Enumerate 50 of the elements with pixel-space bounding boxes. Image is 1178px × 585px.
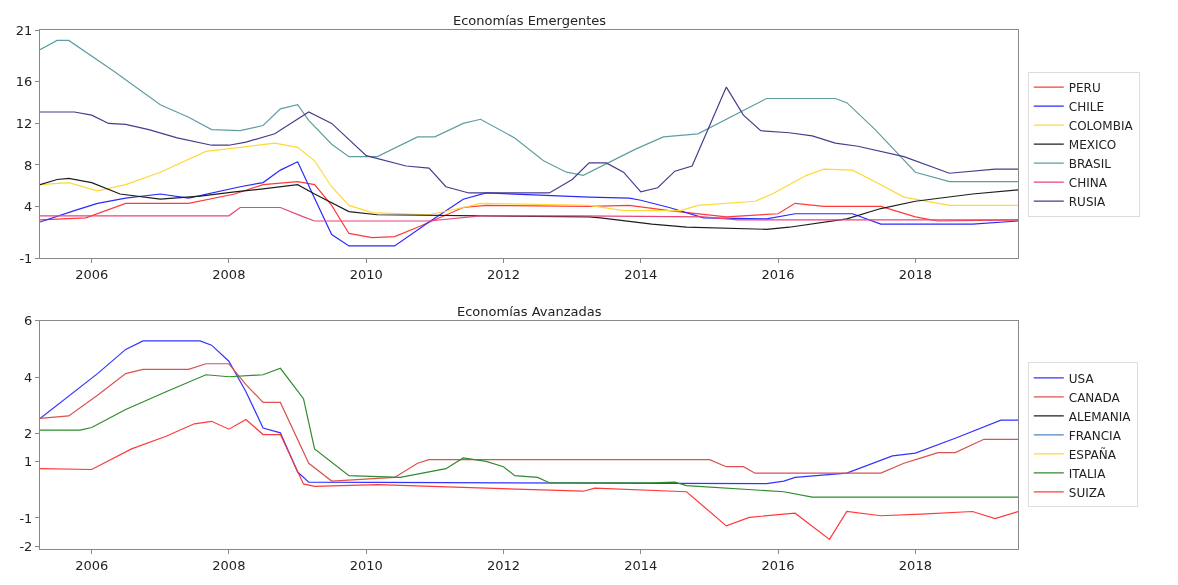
chart-title: Economías Emergentes bbox=[453, 13, 607, 28]
chart-title: Economías Avanzadas bbox=[457, 304, 602, 319]
x-tick-label: 2010 bbox=[349, 557, 383, 573]
legend-label: SUIZA bbox=[1068, 485, 1106, 500]
x-tick-label: 2018 bbox=[898, 266, 932, 282]
x-tick-label: 2006 bbox=[75, 266, 109, 282]
y-tick-label: 8 bbox=[24, 157, 33, 173]
x-tick-label: 2014 bbox=[624, 266, 658, 282]
legend-label: COLOMBIA bbox=[1068, 118, 1134, 133]
legend-label: USA bbox=[1068, 371, 1095, 386]
x-tick-label: 2010 bbox=[349, 266, 383, 282]
y-tick-label: 21 bbox=[15, 22, 33, 38]
legend-label: ITALIA bbox=[1068, 466, 1107, 481]
x-tick-label: 2016 bbox=[761, 557, 795, 573]
y-tick-label: 4 bbox=[24, 199, 33, 215]
y-tick-label: -1 bbox=[19, 510, 33, 526]
y-tick-label: 16 bbox=[15, 74, 33, 90]
x-tick-label: 2008 bbox=[212, 557, 246, 573]
y-tick-label: -2 bbox=[19, 538, 33, 554]
x-tick-label: 2012 bbox=[486, 557, 520, 573]
legend-label: CANADA bbox=[1068, 390, 1121, 405]
x-tick-label: 2012 bbox=[486, 266, 520, 282]
legend-label: PERU bbox=[1068, 80, 1101, 95]
line-series bbox=[40, 86, 1018, 194]
legend-label: BRASIL bbox=[1068, 156, 1112, 171]
legend-label: FRANCIA bbox=[1068, 428, 1122, 443]
y-tick-label: 6 bbox=[24, 313, 33, 329]
line-series bbox=[40, 340, 1018, 485]
legend-label: ESPAÑA bbox=[1068, 446, 1117, 462]
line-series bbox=[40, 161, 1018, 247]
y-tick-label: 4 bbox=[24, 369, 33, 385]
line-series bbox=[40, 206, 1018, 222]
y-tick-label: 1 bbox=[24, 454, 33, 470]
line-series bbox=[40, 142, 1018, 216]
y-tick-label: 12 bbox=[15, 115, 33, 131]
x-tick-label: 2008 bbox=[212, 266, 246, 282]
line-series bbox=[40, 39, 1018, 183]
x-tick-label: 2006 bbox=[75, 557, 109, 573]
legend-label: ALEMANIA bbox=[1068, 409, 1132, 424]
x-tick-label: 2016 bbox=[761, 266, 795, 282]
x-tick-label: 2014 bbox=[624, 557, 658, 573]
legend-label: CHILE bbox=[1068, 99, 1104, 114]
y-tick-label: -1 bbox=[19, 250, 33, 266]
line-series bbox=[40, 177, 1018, 230]
legend-label: RUSIA bbox=[1068, 194, 1107, 209]
legend-label: CHINA bbox=[1068, 175, 1108, 190]
legend-label: MEXICO bbox=[1068, 137, 1117, 152]
x-tick-label: 2018 bbox=[898, 557, 932, 573]
line-series bbox=[40, 419, 1018, 541]
y-tick-label: 2 bbox=[24, 425, 33, 441]
